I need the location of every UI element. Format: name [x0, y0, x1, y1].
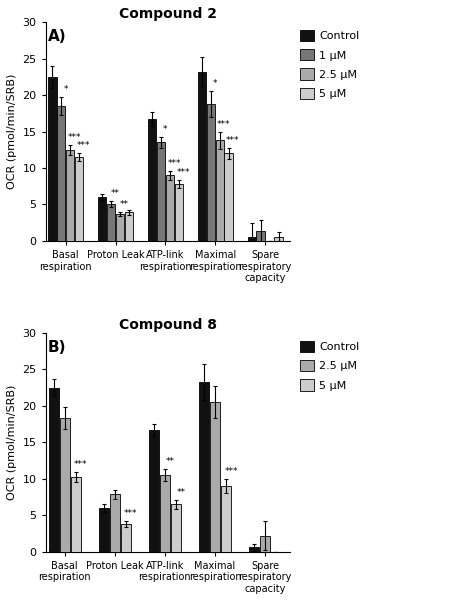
Text: ***: ***	[124, 509, 137, 518]
Text: **: **	[120, 200, 129, 209]
Bar	[247, 237, 256, 241]
Bar	[49, 388, 59, 552]
Legend: Control, 1 μM, 2.5 μM, 5 μM: Control, 1 μM, 2.5 μM, 5 μM	[298, 28, 362, 101]
Bar	[157, 142, 165, 241]
Text: *: *	[213, 79, 217, 88]
Title: Compound 8: Compound 8	[119, 318, 217, 332]
Text: ***: ***	[217, 120, 231, 129]
Text: **: **	[165, 457, 174, 466]
Text: ***: ***	[226, 136, 240, 145]
Bar	[149, 430, 159, 552]
Bar	[221, 486, 231, 552]
Text: ***: ***	[224, 467, 238, 476]
Bar	[57, 106, 65, 241]
Text: A): A)	[48, 29, 67, 44]
Bar	[160, 475, 170, 552]
Bar	[60, 418, 70, 552]
Legend: Control, 2.5 μM, 5 μM: Control, 2.5 μM, 5 μM	[298, 338, 362, 393]
Bar	[120, 524, 131, 552]
Bar	[116, 214, 124, 241]
Text: *: *	[163, 124, 167, 133]
Text: ***: ***	[176, 168, 190, 177]
Bar	[256, 231, 265, 241]
Text: ***: ***	[74, 460, 88, 469]
Text: B): B)	[48, 340, 66, 355]
Title: Compound 2: Compound 2	[119, 7, 217, 21]
Text: ***: ***	[77, 141, 90, 150]
Bar	[109, 494, 120, 552]
Y-axis label: OCR (pmol/min/SRB): OCR (pmol/min/SRB)	[7, 385, 17, 500]
Bar	[98, 197, 107, 241]
Bar	[66, 150, 74, 241]
Bar	[249, 548, 259, 552]
Bar	[75, 157, 83, 241]
Bar	[99, 508, 109, 552]
Bar	[198, 72, 206, 241]
Bar	[148, 119, 156, 241]
Bar	[48, 77, 56, 241]
Bar	[166, 175, 174, 241]
Bar	[216, 140, 224, 241]
Text: **: **	[111, 189, 120, 198]
Text: ***: ***	[68, 133, 81, 142]
Bar	[71, 477, 81, 552]
Bar	[171, 504, 181, 552]
Bar	[274, 237, 283, 241]
Bar	[207, 104, 215, 241]
Bar	[174, 184, 183, 241]
Bar	[210, 402, 220, 552]
Bar	[260, 535, 270, 552]
Bar	[125, 213, 133, 241]
Bar	[225, 153, 233, 241]
Text: **: **	[176, 488, 185, 497]
Y-axis label: OCR (pmol/min/SRB): OCR (pmol/min/SRB)	[7, 74, 17, 189]
Bar	[199, 382, 209, 552]
Text: ***: ***	[167, 159, 181, 168]
Text: *: *	[63, 85, 68, 94]
Bar	[107, 204, 115, 241]
